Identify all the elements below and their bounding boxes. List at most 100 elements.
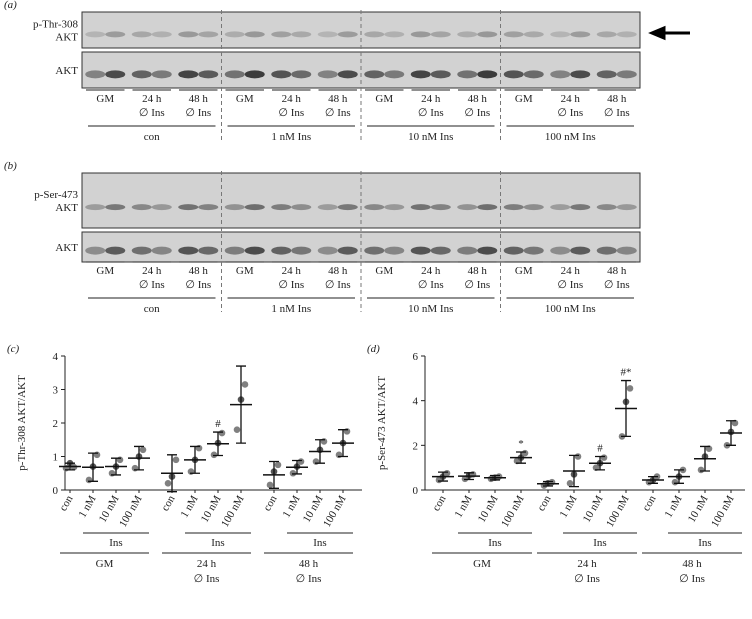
blot-band <box>457 204 478 211</box>
data-point <box>297 458 305 465</box>
data-point <box>266 481 274 489</box>
group-label: 48 h <box>682 558 702 570</box>
blot-band <box>337 31 358 38</box>
blot-band <box>616 70 637 79</box>
lane-label: 48 h <box>607 93 627 105</box>
blot-band <box>244 70 265 79</box>
blot-band <box>105 31 126 38</box>
blot-band <box>85 70 106 79</box>
blot-band <box>85 31 106 38</box>
blot-band <box>271 70 292 79</box>
lane-label: GM <box>96 93 114 105</box>
data-point <box>233 426 241 434</box>
blot-band <box>151 70 172 79</box>
blot-band <box>596 70 617 79</box>
blot-band <box>410 246 431 255</box>
group-label: 10 nM Ins <box>408 131 453 143</box>
group-label: 100 nM Ins <box>545 131 596 143</box>
lane-label: GM <box>96 265 114 277</box>
blot-band <box>244 204 265 211</box>
blot-band <box>430 204 451 211</box>
blot-band <box>384 204 405 211</box>
group-label: ∅ Ins <box>679 573 705 585</box>
blot-band <box>596 31 617 38</box>
panel-label: (b) <box>4 160 17 172</box>
blot-band <box>364 204 385 211</box>
blot-band <box>523 204 544 211</box>
blot-band <box>85 246 106 255</box>
blot-band <box>616 204 637 211</box>
data-point <box>626 385 634 392</box>
x-tick-label: 1 nM <box>280 493 302 520</box>
x-tick-label: con <box>535 493 554 513</box>
blot-band <box>503 31 524 38</box>
x-tick-label: 1 nM <box>76 493 98 520</box>
blot-band <box>477 31 498 38</box>
blot-band <box>337 204 358 211</box>
data-point <box>164 480 172 487</box>
blot-band <box>151 31 172 38</box>
blot-band <box>550 31 571 38</box>
annotation: * <box>518 438 524 450</box>
blot-band <box>105 204 126 211</box>
lane-label: 48 h <box>468 93 488 105</box>
annotation: # <box>597 443 603 455</box>
x-tick-label: 10 nM <box>476 493 501 524</box>
blot-band <box>550 246 571 255</box>
data-point <box>85 476 93 484</box>
blot-band <box>178 70 199 79</box>
blot-band <box>364 31 385 38</box>
data-point <box>241 381 249 388</box>
annotation: # <box>215 418 221 430</box>
lane-label: GM <box>375 265 393 277</box>
blot-band <box>85 204 106 211</box>
x-tick-label: 100 nM <box>117 493 145 529</box>
blot-band <box>596 246 617 255</box>
blot-band <box>523 31 544 38</box>
blot-band <box>271 204 292 211</box>
group-label: GM <box>473 558 491 570</box>
blot-band <box>570 31 591 38</box>
blot-band <box>503 204 524 211</box>
data-point <box>600 454 608 461</box>
x-tick-label: 1 nM <box>662 493 684 520</box>
y-tick-label: 4 <box>53 351 59 363</box>
lane-label: 24 h <box>421 265 441 277</box>
blot-band <box>364 70 385 79</box>
y-tick-label: 0 <box>413 485 419 497</box>
y-tick-label: 2 <box>413 440 419 452</box>
blot-band <box>178 204 199 211</box>
blot-band <box>224 204 245 211</box>
lane-label: 24 h <box>421 93 441 105</box>
lane-label: 24 h <box>282 93 302 105</box>
data-point <box>289 469 297 477</box>
blot-band <box>317 246 338 255</box>
blot-band <box>596 204 617 211</box>
lane-label: 48 h <box>468 265 488 277</box>
blot-band <box>271 246 292 255</box>
lane-label: ∅ Ins <box>418 107 444 119</box>
y-axis-label: p-Ser-473 AKT/AKT <box>376 376 388 470</box>
data-point <box>274 461 282 469</box>
x-tick-label: 1 nM <box>452 493 474 520</box>
blot-band <box>317 31 338 38</box>
blot-band <box>337 70 358 79</box>
lane-label: 48 h <box>328 93 348 105</box>
blot-band <box>198 70 219 79</box>
panel-label: (a) <box>4 0 17 11</box>
blot-band <box>291 31 312 38</box>
lane-label: GM <box>236 265 254 277</box>
lane-label: ∅ Ins <box>464 279 490 291</box>
blot-band <box>410 70 431 79</box>
x-tick-label: con <box>159 493 178 513</box>
blot-band <box>384 70 405 79</box>
blot-band <box>198 31 219 38</box>
blot-band <box>291 204 312 211</box>
lane-label: ∅ Ins <box>325 279 351 291</box>
data-point <box>495 473 503 480</box>
blot-band <box>198 246 219 255</box>
lane-label: ∅ Ins <box>557 107 583 119</box>
blot-band <box>457 246 478 255</box>
lane-label: 48 h <box>189 265 209 277</box>
